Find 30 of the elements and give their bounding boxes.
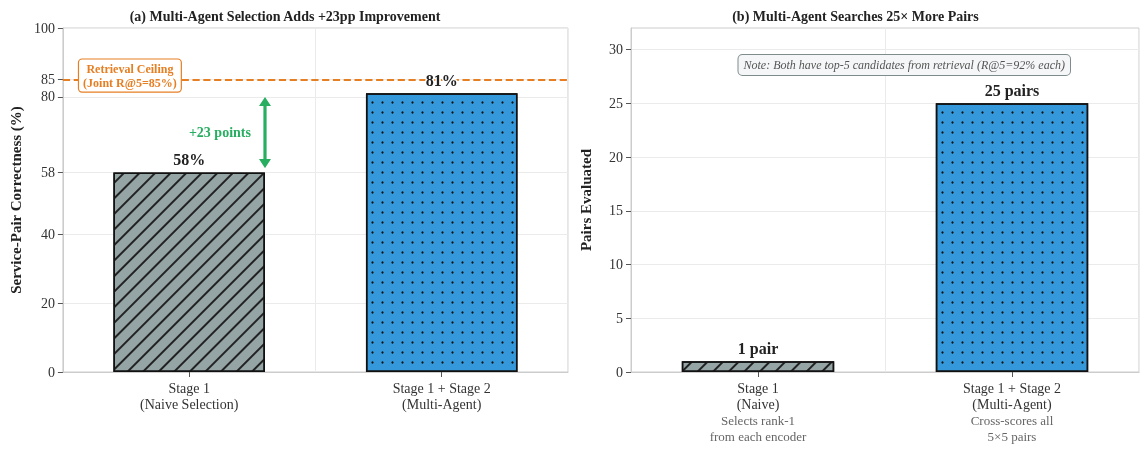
y-tick-label: 85 [40, 72, 55, 88]
text: Cross-scores all 5×5 pairs [970, 412, 1054, 444]
text: Selects rank-1 from each encoder [709, 412, 808, 444]
y-axis-title: Service-Pair Correctness (%) [7, 106, 25, 294]
ref-line-label: Retrieval Ceiling (Joint R@5=85%) [83, 61, 177, 90]
y-tick-label: 5 [616, 310, 623, 326]
y-tick-label: 40 [40, 226, 55, 242]
y-tick-label: 100 [33, 20, 55, 36]
y-tick-label: 20 [40, 295, 55, 311]
chart-title: (b) Multi-Agent Searches 25× More Pairs [732, 8, 980, 25]
y-tick-label: 25 [609, 95, 623, 111]
x-tick-label: Stage 1 + Stage 2 (Multi-Agent) [392, 380, 491, 413]
y-tick-label: 80 [40, 89, 55, 105]
annotation: +23 points [188, 125, 252, 141]
y-tick-label: 20 [609, 149, 623, 165]
y-tick-label: 0 [47, 364, 55, 380]
x-tick-label: Stage 1 (Naive) [736, 380, 780, 413]
data-label: 58% [173, 150, 206, 168]
annotation: Note: Both have top-5 candidates from retrieval (R@5=92% each) [742, 58, 1065, 72]
y-tick-label: 0 [616, 364, 623, 380]
data-label: 1 pair [737, 339, 779, 358]
data-label: 25 pairs [984, 81, 1040, 100]
y-tick-label: 58 [40, 164, 55, 180]
y-tick-label: 15 [609, 203, 623, 219]
y-tick-label: 10 [609, 257, 623, 272]
y-tick-label: 30 [609, 42, 623, 57]
x-tick-label: Stage 1 (Naive Selection) [140, 380, 239, 413]
y-axis-title: Pairs Evaluated [577, 148, 594, 252]
chart-title: (a) Multi-Agent Selection Adds +23pp Improvement [129, 8, 441, 25]
x-tick-label: Stage 1 + Stage 2 (Multi-Agent) [962, 380, 1062, 413]
